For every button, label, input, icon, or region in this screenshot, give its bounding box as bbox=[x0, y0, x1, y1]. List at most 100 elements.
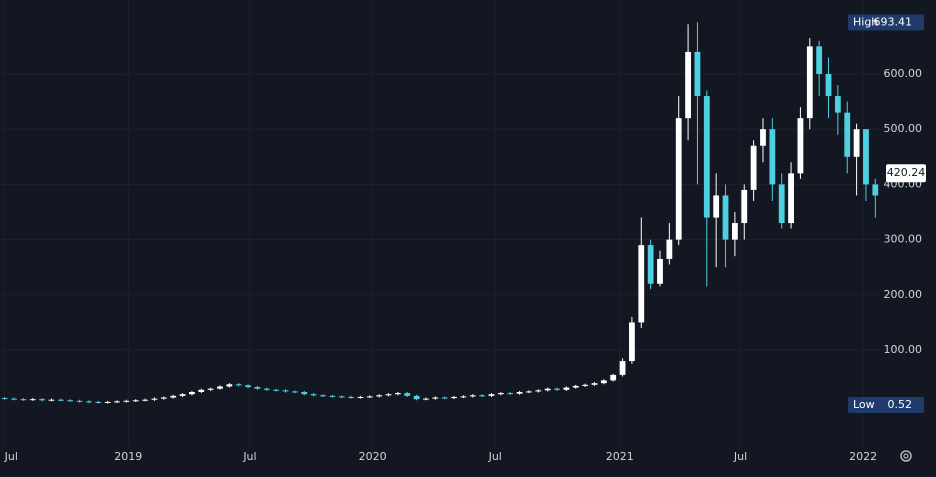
candle-body bbox=[572, 385, 579, 388]
candle-body bbox=[694, 51, 701, 97]
high-marker-value: 693.41 bbox=[874, 15, 913, 28]
candle-body bbox=[357, 396, 364, 398]
candle-body bbox=[507, 393, 514, 395]
candle-body bbox=[488, 394, 495, 396]
candle-body bbox=[245, 385, 251, 388]
candle-body bbox=[544, 388, 551, 391]
x-tick-label: Jul bbox=[733, 450, 747, 463]
candle-body bbox=[282, 390, 289, 392]
candle-body bbox=[413, 395, 420, 400]
y-tick-label: 600.00 bbox=[884, 67, 923, 80]
candle-body bbox=[273, 389, 280, 391]
candle-body bbox=[647, 245, 654, 284]
candle-body bbox=[48, 399, 55, 401]
candle-body bbox=[713, 195, 720, 218]
candle-body bbox=[404, 393, 411, 396]
candle-body bbox=[816, 46, 823, 74]
candle-body bbox=[853, 129, 860, 157]
candle-body bbox=[432, 397, 439, 399]
high-marker-box bbox=[848, 14, 924, 31]
low-marker-value: 0.52 bbox=[888, 398, 913, 411]
candle-body bbox=[11, 398, 17, 400]
candle-body bbox=[57, 399, 64, 401]
candle-body bbox=[731, 223, 738, 240]
y-tick-label: 500.00 bbox=[884, 122, 923, 135]
candle-body bbox=[151, 398, 158, 400]
candle-body bbox=[142, 399, 149, 401]
candle-body bbox=[460, 396, 467, 398]
grid bbox=[0, 0, 880, 445]
x-tick-label: 2020 bbox=[359, 450, 387, 463]
candle-body bbox=[750, 145, 757, 190]
candle-body bbox=[610, 374, 617, 381]
candle-body bbox=[114, 401, 120, 403]
settings-gear-center[interactable] bbox=[903, 453, 909, 459]
candle-body bbox=[67, 400, 74, 402]
candle-body bbox=[226, 384, 233, 387]
candle-body bbox=[394, 393, 401, 395]
candle-body bbox=[788, 173, 794, 224]
candle-body bbox=[834, 96, 841, 113]
candle-body bbox=[348, 396, 354, 398]
candle-body bbox=[666, 239, 673, 259]
candle-body bbox=[600, 380, 607, 384]
candle-body bbox=[863, 129, 869, 185]
candle-body bbox=[563, 387, 570, 390]
candle-body bbox=[722, 195, 729, 240]
high-marker-label: High bbox=[853, 15, 878, 28]
x-tick-label: Jul bbox=[488, 450, 502, 463]
candle-body bbox=[217, 386, 223, 389]
candle-body bbox=[198, 389, 205, 392]
candle-body bbox=[39, 399, 46, 401]
candle-body bbox=[235, 384, 242, 386]
candle-body bbox=[423, 398, 429, 400]
candle-body bbox=[366, 396, 373, 398]
candle-body bbox=[806, 46, 813, 119]
candle-body bbox=[76, 400, 83, 402]
candle-body bbox=[479, 395, 486, 397]
candle-body bbox=[179, 394, 186, 396]
candle-body bbox=[535, 390, 542, 392]
candle-body bbox=[516, 391, 523, 394]
candle-body bbox=[526, 391, 532, 393]
candle-body bbox=[619, 361, 626, 375]
low-marker-label: Low bbox=[853, 398, 875, 411]
candle-body bbox=[469, 395, 476, 397]
candle-body bbox=[741, 189, 748, 224]
candle-body bbox=[132, 400, 139, 402]
x-tick-label: 2021 bbox=[606, 450, 634, 463]
candle-body bbox=[657, 258, 663, 284]
candle-body bbox=[189, 391, 195, 395]
candle-body bbox=[338, 396, 345, 398]
candle-body bbox=[254, 387, 261, 389]
candle-body bbox=[123, 400, 130, 402]
candle-body bbox=[497, 393, 504, 395]
candle-body bbox=[20, 399, 27, 401]
candle-body bbox=[310, 394, 317, 396]
candle-body bbox=[591, 383, 598, 385]
settings-icon[interactable] bbox=[900, 450, 912, 462]
candle-body bbox=[291, 391, 298, 393]
candle-body bbox=[685, 51, 691, 119]
candle-body bbox=[86, 401, 92, 403]
candle-body bbox=[301, 391, 308, 395]
candle-body bbox=[703, 96, 710, 218]
last-price-box bbox=[886, 164, 926, 183]
candle-body bbox=[797, 118, 804, 174]
candle-body bbox=[582, 384, 589, 386]
candle-body bbox=[769, 129, 776, 185]
candle-body bbox=[263, 388, 270, 390]
candle-body bbox=[385, 394, 392, 396]
candle-body bbox=[95, 401, 102, 403]
candle-body bbox=[872, 184, 879, 196]
candle-body bbox=[320, 395, 326, 397]
x-tick-label: Jul bbox=[242, 450, 256, 463]
y-tick-label: 300.00 bbox=[884, 233, 923, 246]
settings-gear[interactable] bbox=[900, 450, 912, 462]
y-tick-label: 100.00 bbox=[884, 343, 923, 356]
candle-body bbox=[844, 112, 851, 157]
x-tick-label: Jul bbox=[4, 450, 18, 463]
candle-body bbox=[29, 399, 36, 401]
